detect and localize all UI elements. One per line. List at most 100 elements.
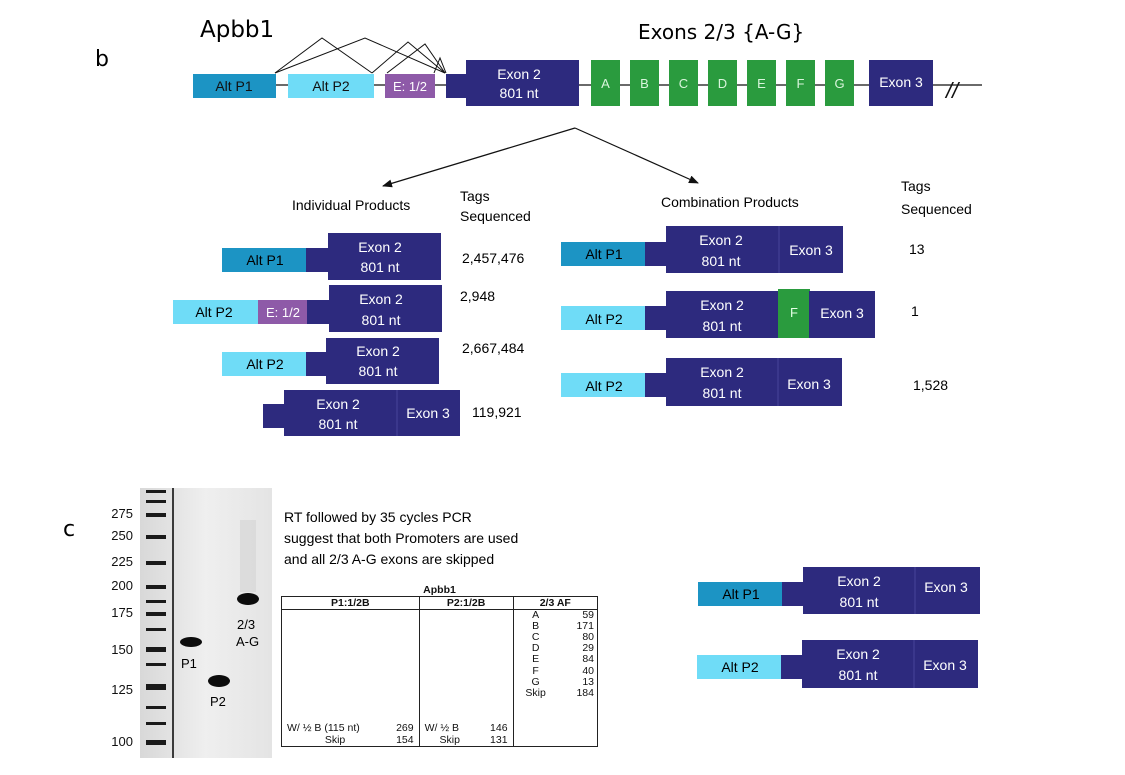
comb1-exon2-length: 801 nt: [702, 253, 741, 269]
af-exon-label-c: C: [679, 76, 688, 91]
comb2-exon-f: [778, 289, 810, 338]
p1-skip-value: 154: [396, 733, 414, 746]
ind1-exon2-length: 801 nt: [361, 259, 400, 275]
af-exon-label-a: A: [601, 76, 610, 91]
ind3-exon2-label: Exon 2: [356, 343, 400, 359]
note-line1: RT followed by 35 cycles PCR: [284, 509, 472, 525]
lane-p2-label: P2: [210, 694, 226, 709]
exon2-length: 801 nt: [500, 85, 539, 101]
af-label-skip: Skip: [525, 686, 546, 699]
comb3-alt-p2-label: Alt P2: [585, 378, 623, 394]
lane-af-label-line1: 2/3: [237, 617, 255, 632]
p2-column: W/ ½ B 146 Skip 131: [418, 609, 514, 747]
individual-tags-line2: Sequenced: [460, 208, 531, 224]
p2-skip-value: 131: [490, 733, 508, 746]
comb2-exon-f-label: F: [790, 305, 798, 320]
combination-heading: Combination Products: [661, 194, 799, 210]
ind1-exon2-label: Exon 2: [358, 239, 402, 255]
af-exon-label-b: B: [640, 76, 649, 91]
ind3-count: 2,667,484: [462, 340, 524, 356]
comb2-exon3: [809, 291, 875, 338]
comb1-count: 13: [909, 241, 925, 257]
band-p1: [180, 637, 202, 647]
ind1-alt-p1-label: Alt P1: [246, 252, 284, 268]
af-value-g: 13: [582, 675, 594, 688]
table-header-af: 2/3 AF: [512, 596, 599, 610]
gelprod1-exon3-label: Exon 3: [924, 579, 968, 595]
p1-row-value: 269: [396, 722, 414, 735]
comb1-exon3-label: Exon 3: [789, 242, 833, 258]
comb3-exon2-length: 801 nt: [703, 385, 742, 401]
gene-break-mark: //: [944, 78, 960, 103]
ind2-exon2-label: Exon 2: [359, 291, 403, 307]
gelprod2-alt-p2-label: Alt P2: [721, 659, 759, 675]
af-column: A 59 B 171 C 80 D 29 E 84 F 40 G 13 Skip 184: [512, 609, 599, 747]
gelprod1-alt-p1-label: Alt P1: [722, 586, 760, 602]
ind3-alt-p2-label: Alt P2: [246, 356, 284, 372]
exon3-block: [869, 60, 933, 106]
af-value-d: 29: [582, 642, 594, 655]
af-exon-g: [825, 60, 854, 106]
ind4-exon3-label: Exon 3: [406, 405, 450, 421]
ind2-alt-p2-label: Alt P2: [195, 304, 233, 320]
comb3-count: 1,528: [913, 377, 948, 393]
gelprod1-exon2-exon3: [803, 567, 980, 614]
af-value-c: 80: [582, 631, 594, 644]
af-label-b: B: [532, 620, 540, 633]
ind1-exon2: [328, 233, 441, 280]
af-label-f: F: [532, 664, 539, 677]
ind4-exon2-start: [263, 404, 287, 428]
ladder-225: 225: [111, 554, 133, 569]
comb3-exon2-exon3: [666, 358, 842, 406]
ind4-exon2-label: Exon 2: [316, 396, 360, 412]
ind3-alt-p2: [222, 352, 308, 376]
comb2-exon2-start: [645, 306, 669, 330]
gelprod1-exon2-label: Exon 2: [837, 573, 881, 589]
comb2-exon2-label: Exon 2: [700, 297, 744, 313]
splice-arcs: [274, 37, 447, 74]
exons-title: Exons 2/3 {A-G}: [638, 20, 804, 44]
af-value-f: 40: [582, 664, 594, 677]
comb2-count: 1: [911, 303, 919, 319]
comb2-exon2-length: 801 nt: [703, 318, 742, 334]
comb1-exon2-exon3: [666, 226, 843, 273]
af-exon-group: A B C D E F G: [591, 60, 854, 106]
af-label-c: C: [531, 631, 540, 644]
ladder-200: 200: [111, 578, 133, 593]
ind1-exon2-start: [306, 248, 330, 272]
af-exon-c: [669, 60, 698, 106]
af-label-e: E: [532, 653, 540, 666]
af-exon-label-d: D: [718, 76, 727, 91]
gelprod2-exon3-label: Exon 3: [923, 657, 967, 673]
gene-title: Apbb1: [200, 17, 274, 43]
gelprod1-exon2-length: 801 nt: [840, 594, 879, 610]
af-value-a: 59: [582, 609, 594, 622]
individual-heading: Individual Products: [292, 197, 410, 213]
alt-p1-exon: [193, 74, 276, 98]
ind4-count: 119,921: [472, 404, 522, 420]
ind2-exon2-start: [307, 300, 331, 324]
comb1-exon2-start: [645, 242, 669, 266]
p2-row-label: W/ ½ B: [424, 722, 460, 735]
gelprod2-exon2-length: 801 nt: [839, 667, 878, 683]
p1-row-label: W/ ½ B (115 nt): [287, 722, 360, 735]
alt-p2-exon: [288, 74, 374, 98]
gelprod2-exon2-exon3: [802, 640, 978, 688]
af-exon-label-e: E: [757, 76, 766, 91]
exon2-block: [466, 60, 579, 106]
exon-half-label: E: 1/2: [393, 79, 427, 94]
lane-p1-label: P1: [181, 656, 197, 671]
band-p2: [208, 675, 230, 687]
comb1-exon2-label: Exon 2: [699, 232, 743, 248]
panel-label-b: b: [95, 47, 109, 72]
ladder-125: 125: [111, 682, 133, 697]
p2-skip-label: Skip: [439, 733, 460, 746]
ladder-175: 175: [111, 605, 133, 620]
gelprod1-alt-p1: [698, 582, 784, 606]
ind2-alt-p2: [173, 300, 259, 324]
ind3-exon2-length: 801 nt: [359, 363, 398, 379]
ind2-exon-half-label: E: 1/2: [266, 305, 300, 320]
af-value-skip: 184: [576, 686, 594, 699]
exon-half-exon: [385, 74, 435, 98]
